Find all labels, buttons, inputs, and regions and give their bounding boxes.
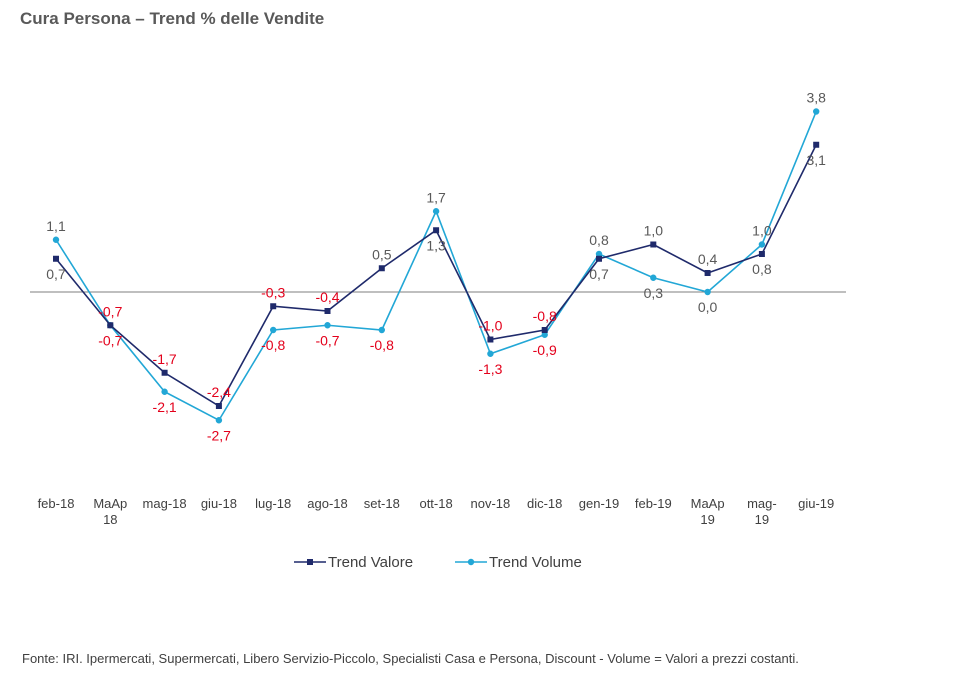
data-label-trend-volume: 1,1 — [46, 218, 66, 234]
data-point-trend-volume — [52, 236, 60, 243]
data-point-trend-volume — [758, 241, 766, 248]
data-point-trend-volume — [432, 208, 440, 215]
data-point-trend-valore — [53, 255, 59, 262]
data-point-trend-valore — [324, 308, 331, 314]
data-point-trend-volume — [704, 288, 711, 296]
data-label-trend-valore: -1,0 — [478, 318, 502, 334]
legend-item-trend-valore: Trend Valore — [294, 554, 413, 571]
x-tick-label: giu-18 — [201, 496, 237, 511]
x-tick-label: ago-18 — [307, 496, 347, 511]
x-tick-label: giu-19 — [798, 496, 834, 511]
data-point-trend-valore — [378, 265, 385, 272]
x-tick-label: MaAp 19 — [691, 496, 725, 527]
line-chart: 0,7 -0,7 -1,7 -2,4 -0,3 -0,4 0,5 1,3 -1,0 -0,8 0,7… — [30, 90, 846, 571]
data-point-trend-valore — [704, 270, 711, 276]
data-label-trend-valore: -0,4 — [315, 289, 339, 305]
data-label-trend-valore: -0,8 — [533, 308, 557, 324]
data-point-trend-volume — [215, 417, 223, 424]
chart-title: Cura Persona – Trend % delle Vendite — [20, 9, 325, 28]
data-label-trend-valore: 0,7 — [589, 266, 609, 282]
data-label-trend-valore: -2,4 — [207, 384, 231, 400]
data-label-trend-volume: -0,8 — [370, 337, 394, 353]
x-tick-label: mag-18 — [143, 496, 187, 511]
data-point-trend-valore — [596, 255, 602, 262]
x-tick-label: feb-18 — [38, 496, 75, 511]
data-point-trend-valore — [270, 303, 277, 310]
data-point-trend-volume — [813, 108, 820, 115]
data-label-trend-volume: 1,0 — [752, 223, 772, 239]
legend-label: Trend Valore — [328, 554, 413, 571]
x-tick-label: set-18 — [364, 496, 400, 511]
data-label-trend-valore: 0,7 — [46, 266, 66, 282]
data-label-trend-valore: 1,3 — [426, 237, 446, 253]
data-point-trend-valore — [433, 227, 440, 234]
data-label-trend-volume: 3,8 — [806, 90, 826, 106]
data-label-trend-valore: -0,7 — [98, 303, 122, 319]
x-tick-label: lug-18 — [255, 496, 291, 511]
data-point-trend-valore — [215, 403, 222, 409]
data-point-trend-valore — [161, 369, 168, 376]
data-label-trend-valore: 0,8 — [752, 261, 772, 277]
data-label-trend-valore: -0,3 — [261, 284, 285, 300]
data-label-trend-valore: -1,7 — [153, 351, 177, 367]
data-point-trend-volume — [324, 322, 331, 329]
data-point-trend-volume — [487, 350, 494, 357]
x-tick-label: mag-19 — [747, 496, 777, 527]
legend-item-trend-volume: Trend Volume — [455, 554, 582, 571]
data-point-trend-valore — [758, 251, 765, 257]
x-tick-label: feb-19 — [635, 496, 672, 511]
data-point-trend-valore — [650, 241, 657, 248]
data-point-trend-volume — [378, 326, 385, 334]
data-point-trend-valore — [813, 141, 820, 148]
data-point-trend-volume — [270, 326, 277, 334]
data-point-trend-valore — [487, 336, 494, 343]
data-point-trend-volume — [650, 274, 657, 281]
series-line-trend-valore — [55, 144, 817, 408]
data-label-trend-volume: -0,7 — [98, 332, 122, 348]
data-label-trend-valore: 0,5 — [372, 246, 392, 262]
data-label-trend-valore: 3,1 — [806, 152, 826, 168]
x-tick-label: MaAp 18 — [93, 496, 127, 527]
legend-swatch-marker — [307, 559, 313, 565]
data-label-trend-volume: 1,7 — [426, 189, 446, 205]
data-label-trend-volume: -0,7 — [315, 332, 339, 348]
data-label-trend-valore: 1,0 — [644, 223, 664, 239]
legend-label: Trend Volume — [489, 554, 582, 571]
data-label-trend-volume: 0,3 — [644, 285, 664, 301]
data-point-trend-volume — [161, 388, 168, 395]
x-tick-label: gen-19 — [579, 496, 619, 511]
data-point-trend-volume — [595, 250, 603, 258]
legend-swatch-marker — [467, 558, 475, 566]
data-point-trend-valore — [541, 327, 548, 333]
source-note: Fonte: IRI. Ipermercati, Supermercati, L… — [22, 651, 799, 666]
x-tick-label: nov-18 — [471, 496, 511, 511]
data-label-trend-volume: -0,9 — [533, 342, 557, 358]
x-tick-label: dic-18 — [527, 496, 562, 511]
x-tick-label: ott-18 — [419, 496, 452, 511]
data-label-trend-volume: -1,3 — [478, 361, 502, 377]
data-label-trend-volume: 0,8 — [589, 232, 609, 248]
data-label-trend-volume: -2,7 — [207, 427, 231, 443]
data-label-trend-volume: 0,0 — [698, 299, 718, 315]
data-label-trend-volume: -0,8 — [261, 337, 285, 353]
data-point-trend-volume — [541, 331, 548, 338]
data-point-trend-valore — [107, 322, 114, 329]
data-label-trend-volume: -2,1 — [153, 399, 177, 415]
data-label-trend-valore: 0,4 — [698, 251, 718, 267]
